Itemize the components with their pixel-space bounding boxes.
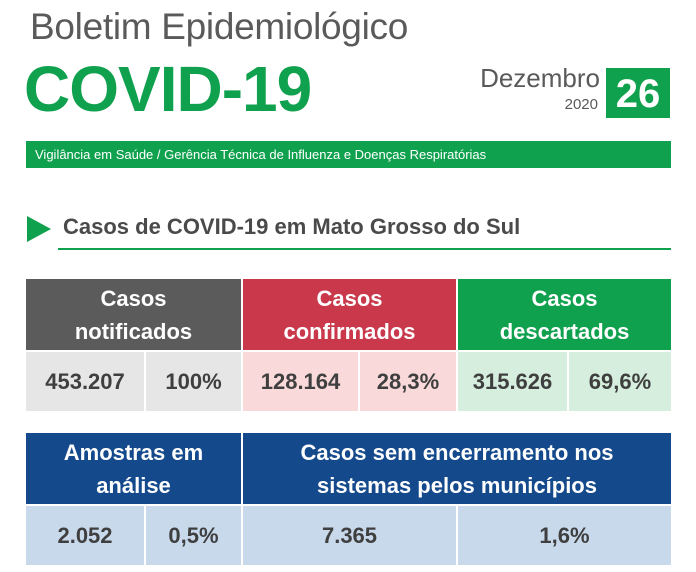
section-title: Casos de COVID-19 em Mato Grosso do Sul: [63, 214, 521, 239]
header-line: sistemas pelos municípios: [317, 472, 597, 498]
header-line: Casos: [316, 285, 383, 311]
confirmados-percent: 28,3%: [360, 352, 456, 411]
header-casos-confirmados: Casos confirmados: [243, 279, 456, 350]
header-casos-notificados: Casos notificados: [26, 279, 241, 350]
header-line: Casos: [100, 285, 167, 311]
page-title: COVID-19: [24, 53, 312, 125]
header-amostras-em-analise: Amostras em análise: [26, 433, 241, 504]
section-divider: [58, 248, 671, 250]
notificados-percent: 100%: [146, 352, 241, 411]
header-casos-sem-encerramento: Casos sem encerramento nos sistemas pelo…: [243, 433, 671, 504]
descartados-value: 315.626: [458, 352, 567, 411]
header-line: confirmados: [283, 318, 416, 344]
descartados-percent: 69,6%: [569, 352, 671, 411]
sem-encerramento-value: 7.365: [243, 506, 456, 565]
subtitle-bar: Vigilância em Saúde / Gerência Técnica d…: [26, 141, 671, 168]
amostras-value: 2.052: [26, 506, 144, 565]
bulletin-label: Boletim Epidemiológico: [30, 6, 408, 47]
confirmados-value: 128.164: [243, 352, 358, 411]
header-line: descartados: [499, 318, 630, 344]
triangle-bullet-icon: [27, 216, 51, 242]
header-casos-descartados: Casos descartados: [458, 279, 671, 350]
header-line: Casos sem encerramento nos: [300, 439, 614, 465]
month-label: Dezembro: [480, 63, 600, 93]
day-badge: 26: [606, 68, 670, 118]
header-line: Casos: [531, 285, 598, 311]
header-line: análise: [96, 472, 171, 498]
notificados-value: 453.207: [26, 352, 144, 411]
year-label: 2020: [564, 96, 598, 113]
amostras-percent: 0,5%: [146, 506, 241, 565]
header-line: notificados: [74, 318, 193, 344]
header-line: Amostras em: [63, 439, 204, 465]
sem-encerramento-percent: 1,6%: [458, 506, 671, 565]
